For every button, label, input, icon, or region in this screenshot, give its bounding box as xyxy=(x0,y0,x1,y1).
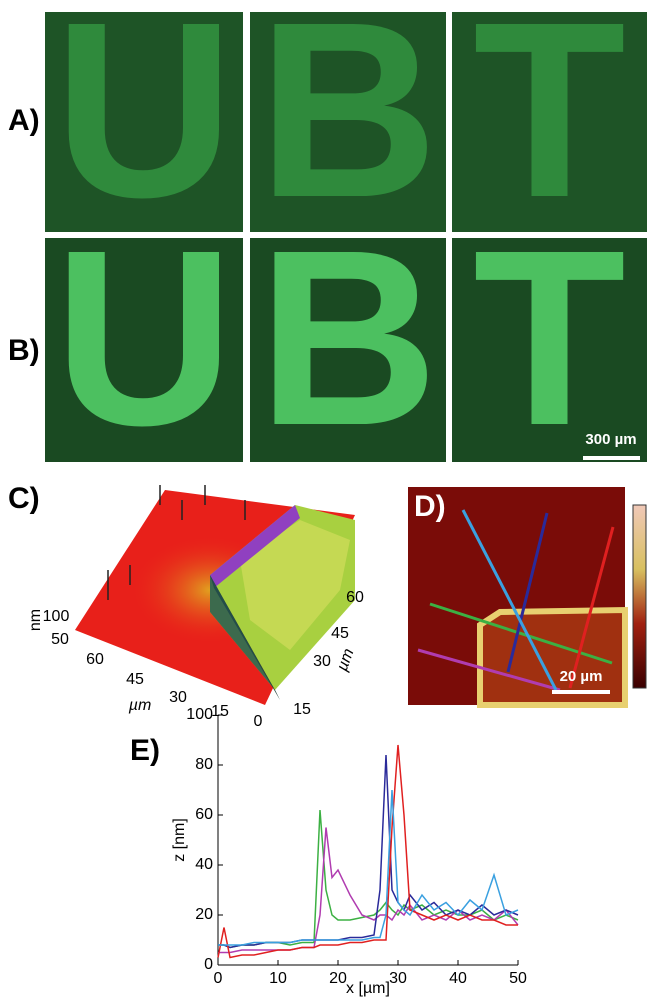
tick-label: 60 xyxy=(346,589,364,606)
x-tick-label: 20 xyxy=(329,970,347,987)
surface-3d xyxy=(75,485,355,705)
x-tick-label: 40 xyxy=(449,970,467,987)
series-line xyxy=(218,828,518,953)
series-line xyxy=(218,810,518,948)
y-tick-label: 40 xyxy=(195,856,213,873)
x-tick-label: 30 xyxy=(389,970,407,987)
letter: U xyxy=(54,198,235,477)
figure: UBTUBT A) B) 300 µm C) nm 10050604530150… xyxy=(0,0,647,997)
x-tick-label: 50 xyxy=(509,970,527,987)
scale-bar-label: 300 µm xyxy=(585,431,636,448)
tick-label: 0 xyxy=(254,713,263,730)
series-line xyxy=(218,745,518,958)
y-tick-label: 0 xyxy=(204,956,213,973)
x-tick-label: 0 xyxy=(214,970,223,987)
panel-label: E) xyxy=(130,734,160,767)
tick-label: 45 xyxy=(126,671,144,688)
y-axis-label: z [nm] xyxy=(171,818,188,862)
tick-label: 15 xyxy=(211,703,229,720)
tick-label: 30 xyxy=(169,689,187,706)
y-tick-label: 20 xyxy=(195,906,213,923)
panel-label: D) xyxy=(414,490,446,523)
axis-unit: µm xyxy=(128,697,152,714)
z-tick-label: 50 xyxy=(51,631,69,648)
tick-label: 45 xyxy=(331,625,349,642)
line-chart: E) 0 20 40 60 80 100 0 10 20 30 40 50 z [nm] x [µm] xyxy=(130,706,527,997)
y-tick-label: 60 xyxy=(195,806,213,823)
x-tick-label: 10 xyxy=(269,970,287,987)
y-tick-label: 100 xyxy=(186,706,213,723)
panel-label: A) xyxy=(8,104,40,137)
panel-label: B) xyxy=(8,334,40,367)
panel-label: C) xyxy=(8,482,40,515)
letter: B xyxy=(258,198,439,477)
x-axis-label: x [µm] xyxy=(346,980,390,997)
z-tick-label: 100 xyxy=(43,608,70,625)
tick-label: 30 xyxy=(313,653,331,670)
y-tick-label: 80 xyxy=(195,756,213,773)
color-bar xyxy=(633,505,646,688)
series-line xyxy=(218,790,518,945)
tick-label: 15 xyxy=(293,701,311,718)
axis-unit: µm xyxy=(334,646,358,674)
scale-bar-label: 20 µm xyxy=(560,668,603,685)
tick-label: 60 xyxy=(86,651,104,668)
